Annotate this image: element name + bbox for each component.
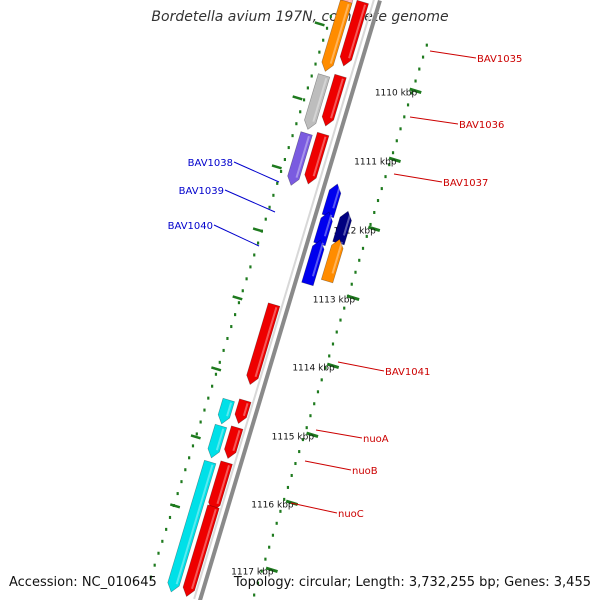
kbp-label: 1114 kbp bbox=[292, 364, 335, 374]
gene-leader-line bbox=[409, 116, 459, 125]
gene-label-BAV1039[interactable]: BAV1039 bbox=[179, 186, 224, 197]
kbp-label: 1117 kbp bbox=[231, 568, 274, 578]
gene-leader-line bbox=[224, 189, 276, 213]
cds-BAV1041 bbox=[246, 302, 281, 386]
gene-nuoB bbox=[207, 423, 228, 459]
kbp-label: 1115 kbp bbox=[272, 433, 315, 443]
kbp-tick bbox=[265, 566, 278, 573]
inner-tick bbox=[252, 227, 264, 233]
gene-nuoA bbox=[217, 397, 235, 425]
inner-tick bbox=[190, 434, 201, 440]
cds-BAV1036 bbox=[321, 73, 347, 127]
genome-backbone bbox=[193, 0, 382, 600]
inner-tick bbox=[232, 295, 243, 301]
gene-label-nuoB[interactable]: nuoB bbox=[352, 466, 378, 477]
inner-tick bbox=[271, 164, 282, 170]
kbp-scale: 1110 kbp 1111 kbp 1112 kbp 1113 kbp 1114 kbp… bbox=[169, 21, 422, 578]
genome-summary: Topology: circular; Length: 3,732,255 bp… bbox=[233, 575, 591, 590]
gene-BAV1039-b bbox=[313, 211, 333, 247]
kbp-tick bbox=[367, 225, 381, 232]
kbp-label: 1110 kbp bbox=[375, 89, 418, 99]
gene-leader-line bbox=[233, 161, 280, 183]
inner-tick-ring bbox=[149, 14, 332, 579]
gene-BAV1040-b bbox=[301, 239, 325, 287]
gene-BAV1036 bbox=[304, 73, 331, 130]
gene-BAV1035 bbox=[321, 0, 353, 72]
outer-tick-ring bbox=[253, 43, 428, 597]
inner-tick bbox=[314, 21, 325, 27]
cds-BAV1037 bbox=[304, 131, 330, 185]
kbp-tick bbox=[347, 294, 360, 301]
gene-label-nuoC[interactable]: nuoC bbox=[338, 509, 364, 520]
gene-label-BAV1038[interactable]: BAV1038 bbox=[188, 158, 233, 169]
gene-leader-line bbox=[213, 224, 260, 247]
gene-leader-line bbox=[393, 173, 443, 183]
gene-label-BAV1035[interactable]: BAV1035 bbox=[477, 54, 522, 65]
kbp-label: 1112 kbp bbox=[333, 227, 376, 237]
gene-label-BAV1037[interactable]: BAV1037 bbox=[443, 178, 488, 189]
kbp-tick bbox=[326, 362, 340, 369]
gene-label-nuoA[interactable]: nuoA bbox=[363, 434, 389, 445]
kbp-label: 1116 kbp bbox=[251, 501, 294, 511]
accession-label: Accession: NC_010645 bbox=[9, 575, 157, 590]
gene-nuoC bbox=[167, 459, 217, 593]
inner-tick bbox=[211, 366, 222, 372]
kbp-label: 1113 kbp bbox=[313, 296, 356, 306]
gene-BAV1039-a bbox=[332, 210, 352, 246]
kbp-tick bbox=[409, 87, 422, 94]
gene-leader-line bbox=[315, 429, 363, 439]
gene-labels: BAV1035 BAV1036 BAV1037 BAV1038 BAV1039 BAV10… bbox=[168, 50, 522, 520]
inner-tick bbox=[292, 95, 303, 101]
cds-BAV1035 bbox=[339, 0, 369, 67]
kbp-tick bbox=[306, 431, 319, 438]
kbp-label: 1111 kbp bbox=[354, 158, 397, 168]
gene-leader-line bbox=[290, 502, 338, 514]
cds-nuoD bbox=[182, 504, 220, 598]
gene-leader-line bbox=[304, 460, 352, 471]
cds-nuoA bbox=[234, 398, 252, 425]
gene-label-BAV1040[interactable]: BAV1040 bbox=[168, 221, 213, 232]
gene-leader-line bbox=[337, 361, 385, 372]
cds-nuoB bbox=[224, 425, 244, 460]
gene-label-BAV1036[interactable]: BAV1036 bbox=[459, 120, 504, 131]
kbp-tick bbox=[388, 156, 401, 163]
gene-BAV1038 bbox=[321, 183, 342, 219]
gene-BAV1037 bbox=[287, 131, 313, 186]
gene-leader-line bbox=[429, 50, 477, 59]
inner-tick bbox=[169, 503, 181, 509]
gene-BAV1040-a bbox=[320, 238, 344, 284]
gene-label-BAV1041[interactable]: BAV1041 bbox=[385, 367, 430, 378]
